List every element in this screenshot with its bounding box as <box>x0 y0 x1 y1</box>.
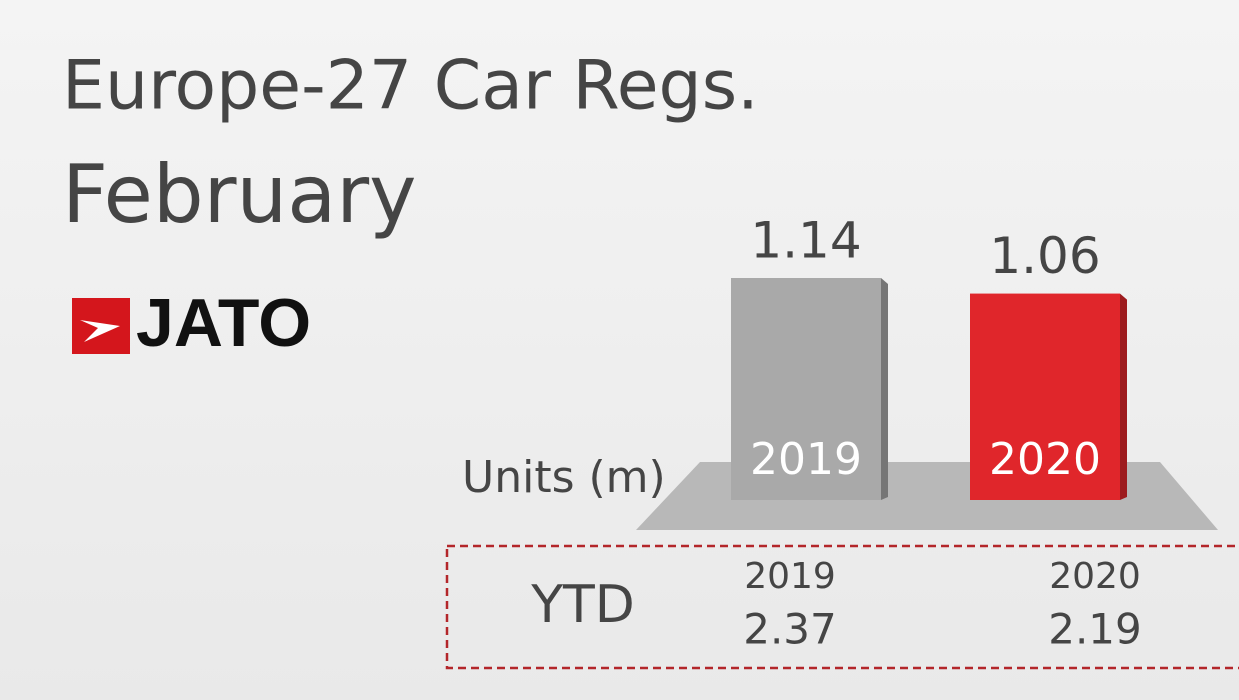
logo-text: JATO <box>136 285 311 361</box>
ytd-year: 2020 <box>1049 556 1141 597</box>
ytd-value: 2.37 <box>743 605 837 654</box>
chart-title: Europe-27 Car Regs. <box>62 47 759 126</box>
bar-side <box>881 278 888 500</box>
value-label: 1.14 <box>750 212 861 270</box>
ytd-year: 2019 <box>744 556 836 597</box>
ytd-label: YTD <box>530 575 635 635</box>
ytd-box <box>445 544 1239 670</box>
category-label: 2020 <box>989 434 1101 485</box>
axis-label: Units (m) <box>462 452 666 503</box>
floor <box>636 462 1218 530</box>
bar <box>970 293 1120 500</box>
category-label: 2019 <box>750 434 862 485</box>
logo-arrow <box>80 320 120 342</box>
ytd-value: 2.19 <box>1048 605 1142 654</box>
chart-subtitle: February <box>62 148 417 241</box>
value-label: 1.06 <box>989 227 1100 285</box>
bar-side <box>1120 293 1127 500</box>
bar <box>731 278 881 500</box>
logo: JATO <box>72 285 311 361</box>
